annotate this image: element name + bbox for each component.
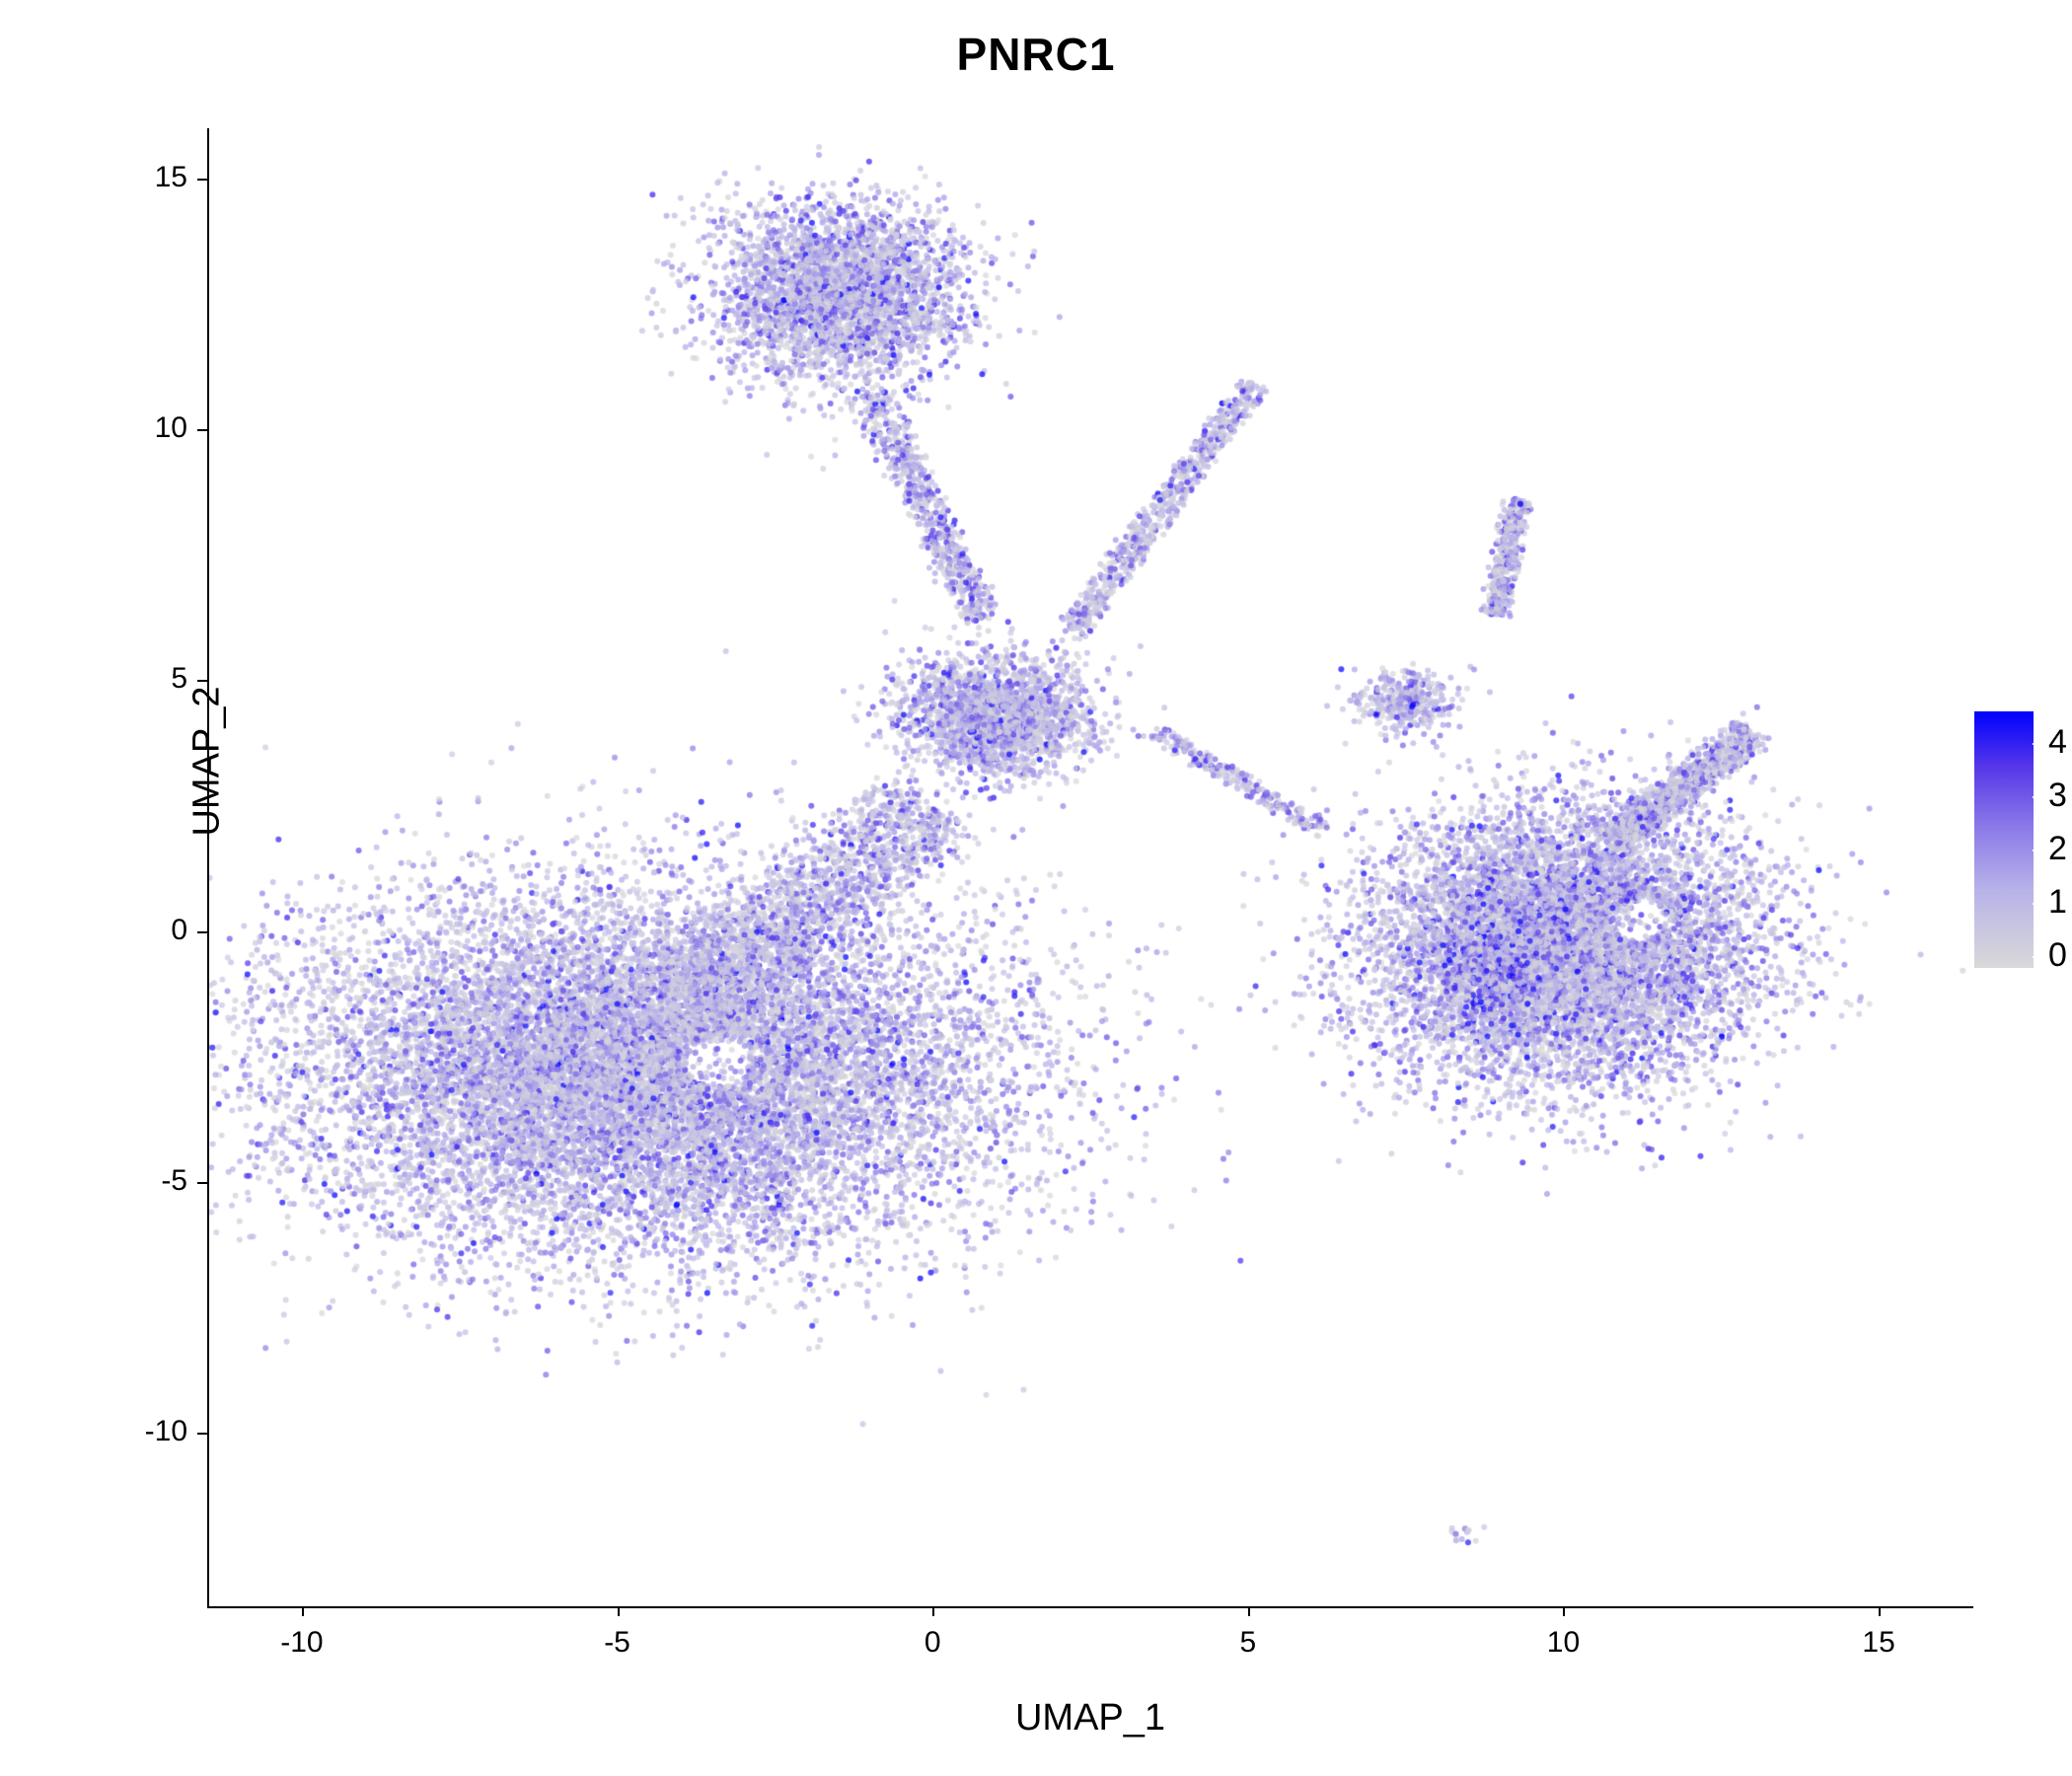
y-tick-mark [197, 429, 207, 431]
y-axis-title: UMAP_2 [186, 614, 229, 910]
x-tick-mark [618, 1606, 620, 1616]
y-tick-mark [197, 931, 207, 933]
x-tick-mark [932, 1606, 934, 1616]
y-tick-label: -5 [128, 1164, 187, 1198]
legend-tick-mark [2033, 903, 2044, 905]
x-tick-mark [1563, 1606, 1565, 1616]
x-axis-line [207, 1606, 1973, 1608]
x-axis-title: UMAP_1 [207, 1697, 1973, 1739]
legend-tick-label: 3 [2048, 777, 2067, 815]
legend-tick-mark [2033, 956, 2044, 958]
x-tick-label: 5 [1219, 1626, 1278, 1660]
legend-tick-label: 2 [2048, 830, 2067, 868]
legend-tick-label: 1 [2048, 883, 2067, 922]
y-tick-label: -10 [128, 1415, 187, 1448]
chart-area: -10 -5 0 5 10 15 -10 -5 0 5 10 15 UMAP_1 UMAP_2 [207, 128, 1973, 1608]
legend-tick-label: 4 [2048, 723, 2067, 762]
legend-tick-mark [2033, 850, 2044, 851]
legend-tick-label: 0 [2048, 936, 2067, 975]
plot-root: PNRC1 -10 -5 0 5 10 15 -10 -5 0 5 10 15 UMAP_1 UMA… [0, 0, 2072, 1776]
y-tick-mark [197, 1433, 207, 1435]
x-tick-mark [1879, 1606, 1881, 1616]
plot-title: PNRC1 [0, 28, 2072, 81]
y-tick-label: 5 [128, 662, 187, 696]
x-tick-mark [1248, 1606, 1250, 1616]
legend-tick-mark [2033, 743, 2044, 745]
y-tick-label: 15 [128, 161, 187, 194]
x-tick-label: -10 [272, 1626, 332, 1660]
legend-tick-mark [2033, 796, 2044, 798]
x-tick-label: 15 [1849, 1626, 1908, 1660]
x-tick-label: 10 [1533, 1626, 1592, 1660]
legend: 0 1 2 3 4 [1973, 710, 2072, 1006]
x-tick-label: -5 [588, 1626, 647, 1660]
y-tick-mark [197, 179, 207, 181]
y-tick-label: 10 [128, 411, 187, 445]
scatter-canvas [207, 128, 1973, 1608]
y-tick-mark [197, 1182, 207, 1184]
x-tick-label: 0 [903, 1626, 962, 1660]
x-tick-mark [302, 1606, 304, 1616]
legend-colorbar [1973, 710, 2035, 969]
y-tick-label: 0 [128, 914, 187, 947]
